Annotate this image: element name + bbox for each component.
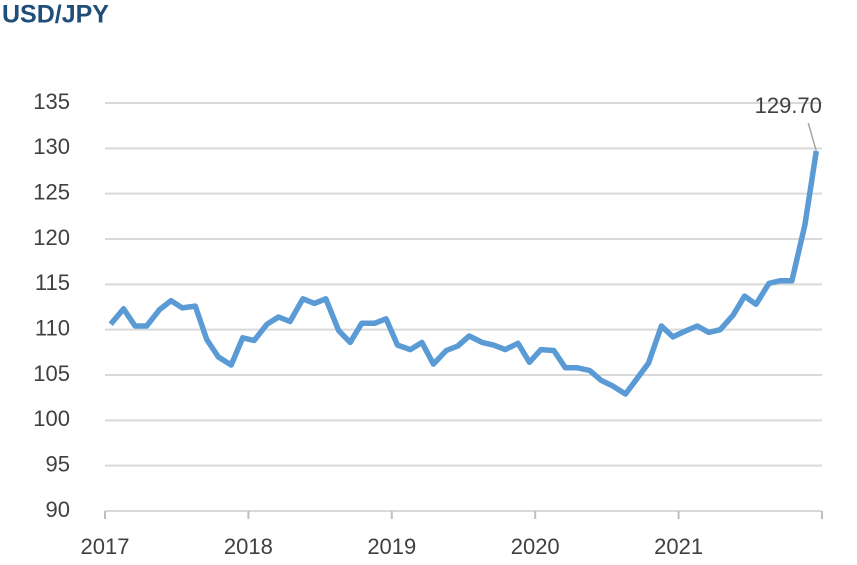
x-tick-label: 2019 xyxy=(367,534,416,559)
y-tick-label: 125 xyxy=(33,179,70,204)
x-tick-label: 2018 xyxy=(224,534,273,559)
chart-title: USD/JPY xyxy=(2,1,109,29)
y-tick-label: 95 xyxy=(46,451,70,476)
annotation: 129.70 xyxy=(755,93,822,118)
y-tick-label: 115 xyxy=(35,270,70,295)
y-tick-label: 120 xyxy=(33,225,70,250)
y-tick-label: 105 xyxy=(33,361,70,386)
y-tick-label: 135 xyxy=(33,89,70,114)
annotation-leader xyxy=(807,122,817,152)
x-tick-label: 2017 xyxy=(81,534,130,559)
x-tick-label: 2021 xyxy=(654,534,703,559)
y-tick-label: 90 xyxy=(46,497,70,522)
y-tick-label: 130 xyxy=(33,134,70,159)
y-tick-label: 110 xyxy=(35,315,70,340)
data-line xyxy=(108,150,820,397)
y-tick-label: 100 xyxy=(33,406,70,431)
x-tick-label: 2020 xyxy=(511,534,560,559)
